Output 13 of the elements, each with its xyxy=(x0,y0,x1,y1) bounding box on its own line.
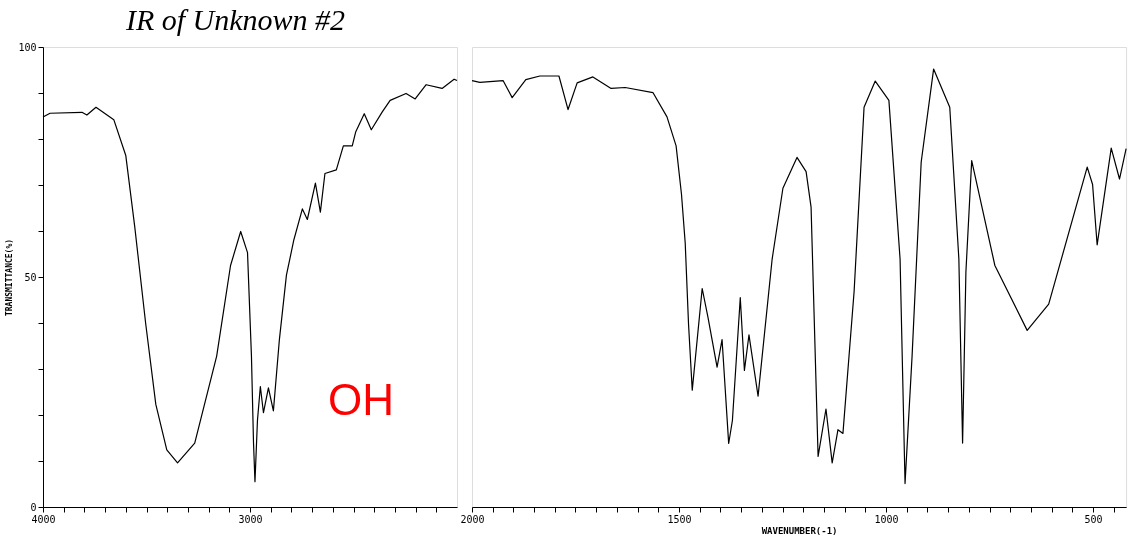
annotation: OH xyxy=(328,375,394,424)
x-tick-label: 1000 xyxy=(874,513,899,525)
x-tick-label: 2000 xyxy=(460,513,485,525)
y-axis-title: TRANSMITTANCE(%) xyxy=(5,238,15,317)
y-tick-label: 0 xyxy=(30,501,37,513)
chart-title: IR of Unknown #2 xyxy=(124,3,346,36)
y-tick-label: 100 xyxy=(18,41,37,53)
x-axis-title: WAVENUMBER(-1) xyxy=(761,525,838,536)
x-tick-label: 4000 xyxy=(31,513,56,525)
x-tick-label: 500 xyxy=(1084,513,1103,525)
y-tick-label: 50 xyxy=(24,271,37,283)
x-tick-label: 1500 xyxy=(667,513,692,525)
x-tick-label: 3000 xyxy=(238,513,263,525)
